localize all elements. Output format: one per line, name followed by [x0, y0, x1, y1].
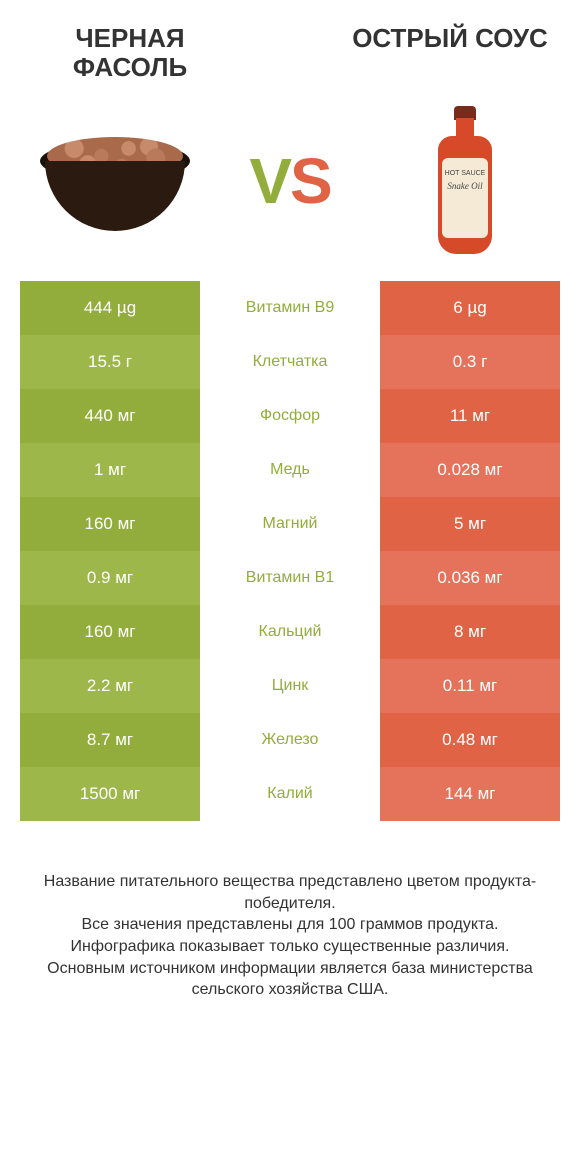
right-product-title: ОСТРЫЙ СОУС	[350, 24, 550, 53]
vs-label: VS	[249, 144, 330, 218]
footer-line: Название питательного вещества представл…	[30, 871, 550, 914]
table-row: 444 µgВитамин B96 µg	[20, 281, 560, 335]
bottle-label-name: Snake Oil	[447, 181, 482, 191]
footer-line: Все значения представлены для 100 граммо…	[30, 914, 550, 936]
table-row: 160 мгКальций8 мг	[20, 605, 560, 659]
nutrient-label: Магний	[200, 497, 380, 551]
right-value: 0.48 мг	[380, 713, 560, 767]
left-value: 440 мг	[20, 389, 200, 443]
right-value: 5 мг	[380, 497, 560, 551]
nutrient-label: Калий	[200, 767, 380, 821]
right-product-image: HOT SAUCE Snake Oil	[380, 111, 550, 251]
nutrient-label: Кальций	[200, 605, 380, 659]
left-value: 2.2 мг	[20, 659, 200, 713]
left-value: 444 µg	[20, 281, 200, 335]
nutrient-label: Витамин B9	[200, 281, 380, 335]
table-row: 0.9 мгВитамин B10.036 мг	[20, 551, 560, 605]
left-product-title: ЧЕРНАЯ ФАСОЛЬ	[30, 24, 230, 81]
footer-line: Основным источником информации является …	[30, 958, 550, 1001]
footer-line: Инфографика показывает только существенн…	[30, 936, 550, 958]
left-product-image	[30, 111, 200, 251]
table-row: 15.5 гКлетчатка0.3 г	[20, 335, 560, 389]
left-value: 0.9 мг	[20, 551, 200, 605]
nutrient-label: Цинк	[200, 659, 380, 713]
table-row: 440 мгФосфор11 мг	[20, 389, 560, 443]
left-value: 1500 мг	[20, 767, 200, 821]
infographic: ЧЕРНАЯ ФАСОЛЬ ОСТРЫЙ СОУС VS HOT SAUCE S…	[0, 0, 580, 1174]
nutrient-label: Железо	[200, 713, 380, 767]
beans-bowl-icon	[35, 131, 195, 231]
table-row: 1 мгМедь0.028 мг	[20, 443, 560, 497]
images-row: VS HOT SAUCE Snake Oil	[0, 91, 580, 281]
left-value: 160 мг	[20, 605, 200, 659]
left-value: 15.5 г	[20, 335, 200, 389]
right-value: 144 мг	[380, 767, 560, 821]
right-value: 0.3 г	[380, 335, 560, 389]
table-row: 2.2 мгЦинк0.11 мг	[20, 659, 560, 713]
vs-v: V	[249, 144, 290, 218]
table-row: 8.7 мгЖелезо0.48 мг	[20, 713, 560, 767]
vs-s: S	[290, 144, 331, 218]
footer-notes: Название питательного вещества представл…	[0, 821, 580, 1031]
nutrient-label: Витамин B1	[200, 551, 380, 605]
left-value: 1 мг	[20, 443, 200, 497]
right-value: 6 µg	[380, 281, 560, 335]
right-value: 11 мг	[380, 389, 560, 443]
nutrient-label: Клетчатка	[200, 335, 380, 389]
right-value: 8 мг	[380, 605, 560, 659]
header: ЧЕРНАЯ ФАСОЛЬ ОСТРЫЙ СОУС	[0, 0, 580, 91]
left-value: 8.7 мг	[20, 713, 200, 767]
hot-sauce-bottle-icon: HOT SAUCE Snake Oil	[430, 106, 500, 256]
bottle-label-top: HOT SAUCE	[445, 170, 486, 177]
comparison-table: 444 µgВитамин B96 µg15.5 гКлетчатка0.3 г…	[0, 281, 580, 821]
table-row: 1500 мгКалий144 мг	[20, 767, 560, 821]
nutrient-label: Фосфор	[200, 389, 380, 443]
right-value: 0.036 мг	[380, 551, 560, 605]
left-value: 160 мг	[20, 497, 200, 551]
table-row: 160 мгМагний5 мг	[20, 497, 560, 551]
right-value: 0.028 мг	[380, 443, 560, 497]
right-value: 0.11 мг	[380, 659, 560, 713]
nutrient-label: Медь	[200, 443, 380, 497]
